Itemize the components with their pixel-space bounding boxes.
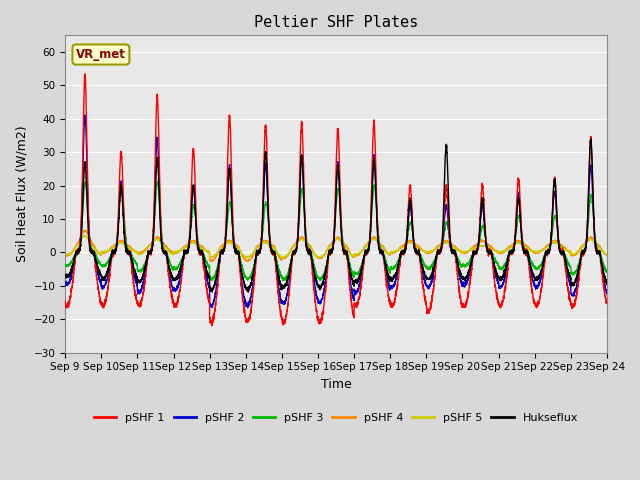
X-axis label: Time: Time [321, 378, 351, 391]
Legend: pSHF 1, pSHF 2, pSHF 3, pSHF 4, pSHF 5, Hukseflux: pSHF 1, pSHF 2, pSHF 3, pSHF 4, pSHF 5, … [90, 409, 582, 428]
Y-axis label: Soil Heat Flux (W/m2): Soil Heat Flux (W/m2) [15, 126, 28, 262]
Title: Peltier SHF Plates: Peltier SHF Plates [254, 15, 418, 30]
Text: VR_met: VR_met [76, 48, 126, 61]
